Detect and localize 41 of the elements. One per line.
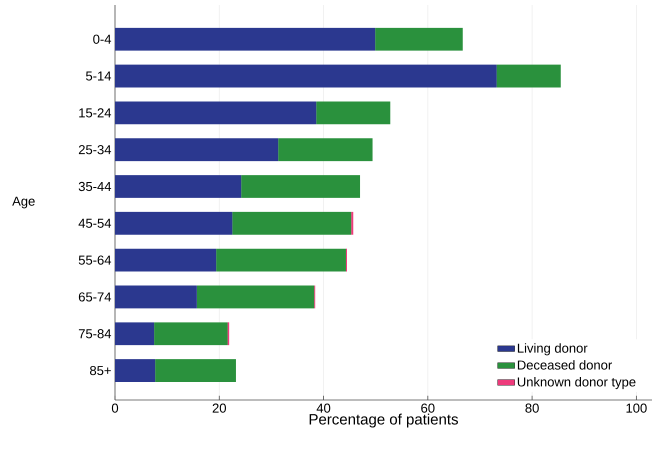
bar	[232, 212, 352, 235]
bar	[316, 101, 390, 124]
bar	[375, 28, 463, 51]
legend-label: Living donor	[518, 343, 588, 356]
y-tick-label: 25-34	[78, 145, 112, 154]
bar	[115, 322, 154, 346]
bar	[154, 322, 228, 346]
y-tick-label: 85+	[90, 366, 111, 376]
x-tick-label: 100	[626, 404, 647, 413]
x-tick-label: 80	[525, 404, 539, 413]
bar	[115, 28, 376, 51]
x-axis-title: Percentage of patients	[310, 414, 458, 428]
bar	[241, 175, 360, 198]
bar	[196, 286, 314, 308]
y-tick-label: 5-14	[86, 72, 112, 81]
bar	[278, 138, 373, 162]
x-tick-label: 0	[112, 404, 118, 413]
bar	[115, 138, 278, 162]
bar	[115, 101, 316, 124]
y-tick-label: 65-74	[78, 292, 112, 302]
legend-label: Deceased donor	[518, 360, 612, 370]
y-tick-label: 55-64	[78, 256, 112, 265]
y-tick-label: 45-54	[78, 218, 112, 228]
bar	[115, 286, 197, 308]
y-tick-label: 35-44	[78, 182, 112, 192]
legend-label: Unknown donor type	[518, 377, 636, 390]
bar	[496, 64, 561, 88]
bar	[216, 248, 346, 272]
bar	[155, 359, 236, 382]
bar	[115, 248, 216, 272]
bar	[115, 64, 497, 88]
y-tick-label: 15-24	[79, 108, 112, 118]
y-tick-label: 0-4	[93, 34, 112, 44]
x-tick-label: 40	[316, 404, 330, 413]
y-tick-label: 75-84	[78, 329, 112, 338]
x-tick-label: 20	[212, 404, 226, 413]
y-axis-title: Age	[12, 196, 35, 208]
bar	[115, 212, 232, 235]
bar	[115, 175, 242, 198]
x-tick-label: 60	[421, 404, 435, 413]
bar	[115, 359, 156, 382]
